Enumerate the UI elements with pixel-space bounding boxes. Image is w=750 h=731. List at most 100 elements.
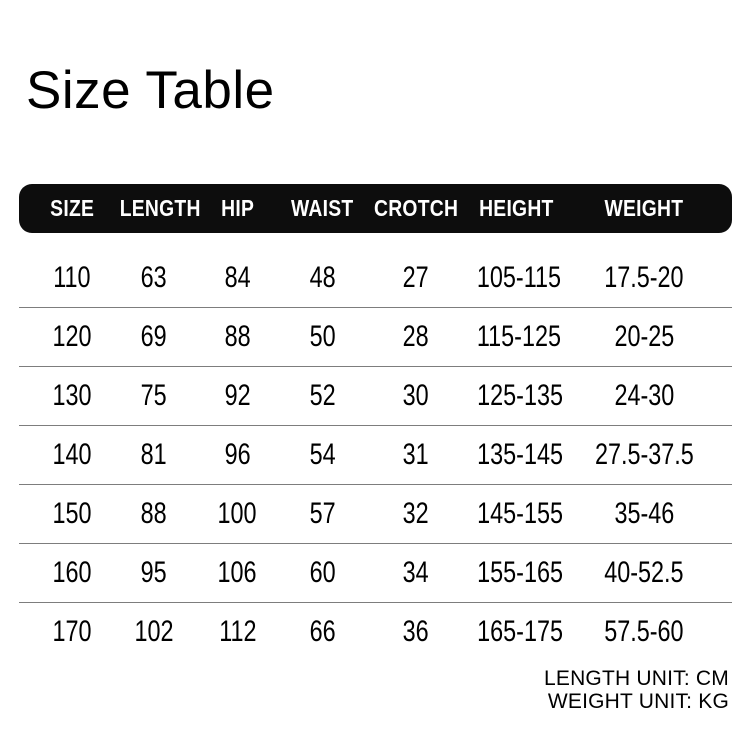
- header-spacer: [19, 233, 732, 249]
- table-cell: 165-175: [465, 615, 580, 649]
- table-cell: 69: [112, 320, 196, 354]
- table-cell-label: 17.5-20: [604, 261, 684, 294]
- header-cell-height: HEIGHT: [465, 195, 580, 222]
- size-chart-body: 110 63 84 48 27 105-115 17.5-20 120 69 88 50 28 115-…: [19, 249, 732, 661]
- table-cell: 88: [112, 497, 196, 531]
- table-cell: 66: [279, 615, 366, 649]
- table-cell-label: 92: [224, 379, 251, 412]
- table-cell: 28: [366, 320, 465, 354]
- table-cell: 75: [112, 379, 196, 413]
- table-cell-label: 63: [140, 261, 168, 294]
- table-cell-label: 88: [140, 497, 168, 530]
- table-cell: 30: [366, 379, 465, 413]
- table-cell-label: 140: [52, 438, 92, 471]
- table-cell-label: 170: [52, 615, 92, 648]
- table-cell: 95: [112, 556, 196, 590]
- table-cell-label: 95: [140, 556, 168, 589]
- table-row-size-110: 110 63 84 48 27 105-115 17.5-20: [19, 249, 732, 308]
- table-cell: 48: [279, 261, 366, 295]
- table-cell-label: 100: [217, 497, 258, 530]
- table-cell: 34: [366, 556, 465, 590]
- table-cell-label: 145-155: [477, 497, 563, 530]
- table-cell: 150: [19, 497, 112, 531]
- table-cell: 57.5-60: [580, 615, 732, 649]
- header-cell-weight: WEIGHT: [580, 195, 732, 222]
- header-cell-size: SIZE: [19, 195, 112, 222]
- table-cell-label: 160: [52, 556, 92, 589]
- table-cell-label: 84: [224, 261, 251, 294]
- table-cell-label: 52: [309, 379, 336, 412]
- table-cell-label: 155-165: [477, 556, 563, 589]
- table-cell-label: 115-125: [476, 320, 562, 353]
- table-cell-label: 130: [52, 379, 92, 412]
- table-cell-label: 135-145: [477, 438, 563, 471]
- table-row-size-160: 160 95 106 60 34 155-165 40-52.5: [19, 544, 732, 603]
- header-cell-length-label: LENGTH: [119, 195, 201, 221]
- table-cell: 54: [279, 438, 366, 472]
- table-cell-label: 31: [402, 438, 429, 471]
- table-row-size-150: 150 88 100 57 32 145-155 35-46: [19, 485, 732, 544]
- table-cell: 27: [366, 261, 465, 295]
- table-row-size-170: 170 102 112 66 36 165-175 57.5-60: [19, 603, 732, 661]
- table-cell: 112: [196, 615, 279, 649]
- table-cell: 92: [196, 379, 279, 413]
- table-cell-label: 36: [402, 615, 429, 648]
- table-cell: 105-115: [465, 261, 580, 295]
- table-cell: 35-46: [580, 497, 732, 531]
- table-cell-label: 165-175: [477, 615, 563, 648]
- table-cell-label: 27.5-37.5: [594, 438, 694, 471]
- table-cell: 120: [19, 320, 112, 354]
- table-cell-label: 125-135: [477, 379, 563, 412]
- header-cell-hip: HIP: [196, 195, 279, 222]
- table-cell: 102: [112, 615, 196, 649]
- table-cell-label: 66: [309, 615, 336, 648]
- table-cell-label: 24-30: [614, 379, 674, 412]
- table-cell-label: 32: [402, 497, 429, 530]
- table-cell: 135-145: [465, 438, 580, 472]
- table-cell: 140: [19, 438, 112, 472]
- table-cell-label: 57: [309, 497, 336, 530]
- table-cell: 40-52.5: [580, 556, 732, 590]
- table-cell-label: 81: [140, 438, 168, 471]
- header-cell-crotch-label: CROTCH: [374, 195, 459, 221]
- header-cell-length: LENGTH: [112, 195, 201, 222]
- table-cell: 106: [196, 556, 279, 590]
- table-cell: 96: [196, 438, 279, 472]
- table-cell-label: 69: [140, 320, 168, 353]
- table-cell: 52: [279, 379, 366, 413]
- table-cell: 24-30: [580, 379, 732, 413]
- table-cell: 57: [279, 497, 366, 531]
- table-cell: 27.5-37.5: [580, 438, 732, 472]
- table-cell-label: 106: [217, 556, 258, 589]
- header-cell-hip-label: HIP: [221, 195, 254, 221]
- table-cell: 81: [112, 438, 196, 472]
- table-cell-label: 50: [309, 320, 336, 353]
- header-cell-crotch: CROTCH: [366, 195, 465, 222]
- table-cell: 17.5-20: [580, 261, 732, 295]
- table-cell-label: 28: [402, 320, 429, 353]
- table-cell: 32: [366, 497, 465, 531]
- table-cell: 50: [279, 320, 366, 354]
- table-cell-label: 60: [309, 556, 336, 589]
- unit-notes: LENGTH UNIT: CM WEIGHT UNIT: KG: [544, 667, 729, 713]
- table-cell-label: 150: [52, 497, 92, 530]
- table-cell: 130: [19, 379, 112, 413]
- length-unit-note: LENGTH UNIT: CM: [543, 667, 729, 690]
- table-cell-label: 30: [402, 379, 429, 412]
- table-cell: 170: [19, 615, 112, 649]
- table-cell: 84: [196, 261, 279, 295]
- table-cell-label: 34: [402, 556, 429, 589]
- table-cell-label: 57.5-60: [604, 615, 684, 648]
- table-cell-label: 75: [140, 379, 168, 412]
- table-cell-label: 88: [224, 320, 251, 353]
- header-cell-waist-label: WAIST: [291, 195, 354, 221]
- table-cell-label: 27: [402, 261, 429, 294]
- table-cell: 60: [279, 556, 366, 590]
- table-row-size-120: 120 69 88 50 28 115-125 20-25: [19, 308, 732, 367]
- table-cell: 20-25: [580, 320, 732, 354]
- table-cell: 155-165: [465, 556, 580, 590]
- header-cell-height-label: HEIGHT: [478, 195, 554, 221]
- table-row-size-140: 140 81 96 54 31 135-145 27.5-37.5: [19, 426, 732, 485]
- table-cell-label: 40-52.5: [604, 556, 684, 589]
- table-cell-label: 35-46: [614, 497, 674, 530]
